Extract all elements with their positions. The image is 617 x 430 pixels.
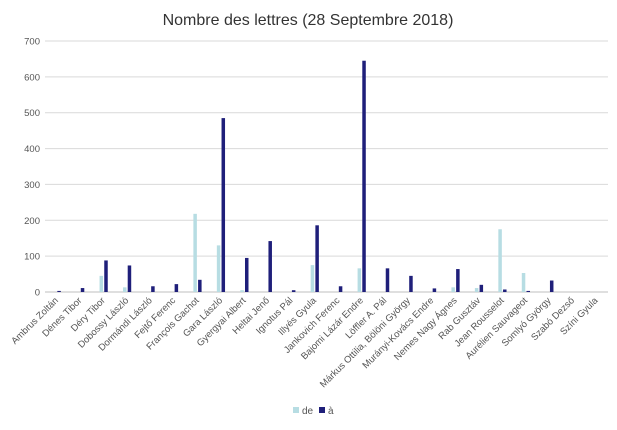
bar-a	[221, 118, 226, 292]
bar-de	[99, 275, 104, 292]
y-tick-label: 0	[35, 288, 40, 299]
bar-a	[80, 288, 85, 292]
bar-a	[362, 60, 366, 292]
bar-a	[549, 280, 554, 292]
bar-a	[268, 241, 272, 292]
bar-de	[216, 245, 221, 292]
legend-label-a: à	[328, 406, 334, 417]
y-tick-label: 100	[24, 252, 40, 263]
bar-a	[503, 289, 507, 292]
y-tick-label: 500	[24, 108, 40, 119]
y-tick-label: 200	[24, 216, 40, 227]
legend-label-de: de	[302, 406, 314, 417]
bar-de	[521, 272, 526, 292]
bar-a	[432, 288, 437, 292]
bar-a	[57, 290, 61, 292]
bar-a	[385, 268, 390, 292]
bar-a	[198, 279, 202, 292]
bar-de	[451, 287, 455, 292]
bar-a	[127, 265, 132, 292]
bar-a	[151, 286, 155, 292]
y-tick-label: 300	[24, 180, 40, 191]
bar-de	[123, 287, 127, 292]
bar-de	[193, 213, 197, 292]
bar-a	[456, 269, 460, 292]
y-tick-label: 400	[24, 144, 40, 155]
bar-a	[244, 257, 249, 292]
chart-title: Nombre des lettres (28 Septembre 2018)	[163, 12, 454, 29]
bars	[57, 60, 554, 292]
bar-de	[498, 229, 502, 292]
bar-de	[474, 288, 479, 292]
bar-de	[357, 268, 362, 292]
legend-swatch-de	[293, 407, 299, 413]
bar-de	[240, 290, 244, 292]
legend-swatch-a	[319, 407, 325, 413]
legend: de à	[293, 406, 334, 417]
gridlines	[45, 40, 608, 293]
bar-a	[315, 225, 319, 292]
bar-a	[409, 275, 413, 292]
y-tick-label: 600	[24, 72, 40, 83]
bar-a	[338, 286, 343, 292]
bar-de	[310, 265, 315, 292]
bar-a	[479, 284, 484, 292]
bar-a	[104, 260, 108, 292]
bar-a	[291, 290, 296, 292]
y-tick-label: 700	[24, 37, 40, 48]
bar-a	[526, 290, 530, 292]
y-axis-ticks: 0 100 200 300 400 500 600 700	[24, 37, 40, 299]
bar-a	[174, 284, 179, 292]
